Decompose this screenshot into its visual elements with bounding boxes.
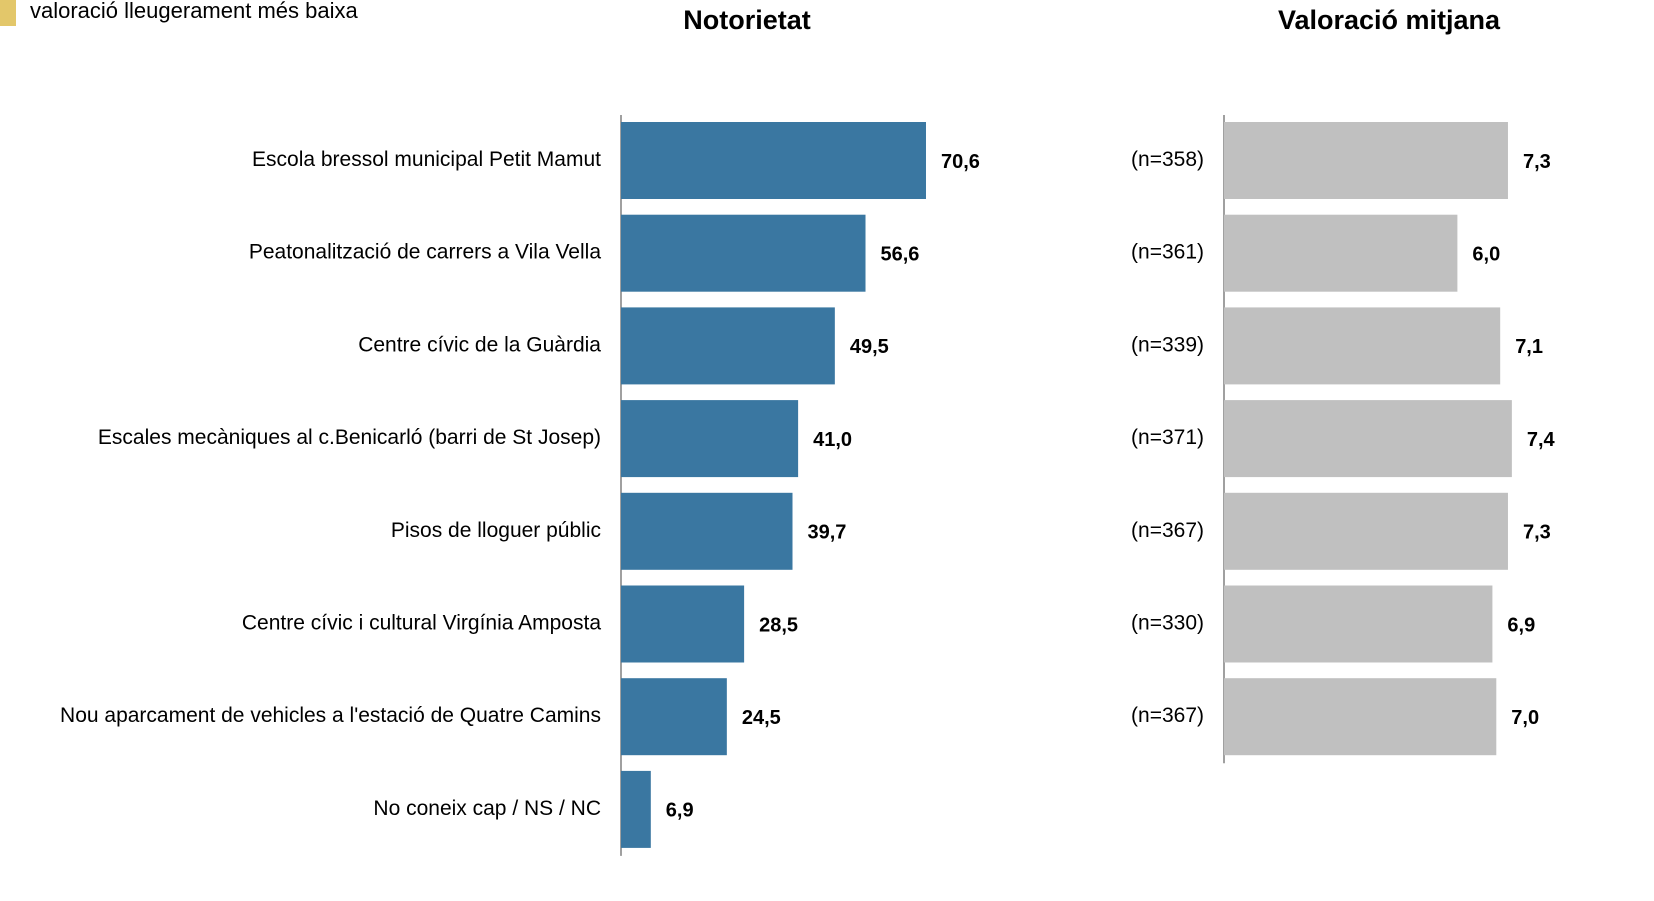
category-label: Pisos de lloguer públic [391, 519, 601, 542]
legend-label: valoració lleugerament més baixa [30, 0, 358, 23]
category-label: Escola bressol municipal Petit Mamut [252, 148, 601, 171]
value-label: 56,6 [881, 243, 920, 265]
bar [621, 122, 926, 199]
category-label: Nou aparcament de vehicles a l'estació d… [60, 704, 601, 727]
bar [1224, 307, 1501, 385]
sample-size-label: (n=330) [1131, 612, 1204, 635]
sample-size-label: (n=358) [1131, 148, 1204, 171]
value-label: 39,7 [808, 522, 847, 544]
bar [621, 400, 799, 478]
value-label: 49,5 [850, 336, 889, 358]
value-label: 70,6 [941, 151, 980, 173]
bar [1224, 400, 1512, 478]
value-label: 6,0 [1472, 243, 1500, 265]
category-label: Peatonalització de carrers a Vila Vella [249, 241, 601, 264]
sample-size-label: (n=371) [1131, 426, 1204, 449]
bar [621, 214, 866, 292]
bar [1224, 492, 1508, 570]
value-label: 7,4 [1527, 429, 1556, 451]
value-label: 28,5 [759, 614, 798, 636]
value-label: 6,9 [1507, 614, 1535, 636]
value-label: 7,0 [1511, 707, 1539, 729]
chart-title: Valoració mitjana [1278, 5, 1501, 35]
bar [1224, 678, 1497, 756]
value-label: 7,3 [1523, 522, 1551, 544]
value-label: 7,3 [1523, 151, 1551, 173]
sample-size-label: (n=339) [1131, 333, 1204, 356]
bar [621, 307, 835, 385]
value-label: 6,9 [666, 800, 694, 822]
category-label: Centre cívic de la Guàrdia [358, 333, 601, 356]
value-label: 41,0 [813, 429, 852, 451]
category-label: Centre cívic i cultural Virgínia Amposta [242, 612, 601, 635]
value-label: 7,1 [1515, 336, 1543, 358]
chart-title: Notorietat [683, 5, 811, 35]
value-label: 24,5 [742, 707, 781, 729]
legend-swatch [0, 0, 16, 26]
bar [1224, 214, 1458, 292]
sample-size-label: (n=367) [1131, 704, 1204, 727]
category-label: No coneix cap / NS / NC [373, 797, 601, 820]
bar [621, 585, 745, 663]
sample-size-label: (n=361) [1131, 241, 1204, 264]
bar [621, 678, 727, 756]
sample-size-label: (n=367) [1131, 519, 1204, 542]
category-label: Escales mecàniques al c.Benicarló (barri… [98, 426, 601, 449]
bar [1224, 585, 1493, 663]
bar [621, 492, 793, 570]
bar [1224, 122, 1508, 199]
bar [621, 770, 651, 848]
